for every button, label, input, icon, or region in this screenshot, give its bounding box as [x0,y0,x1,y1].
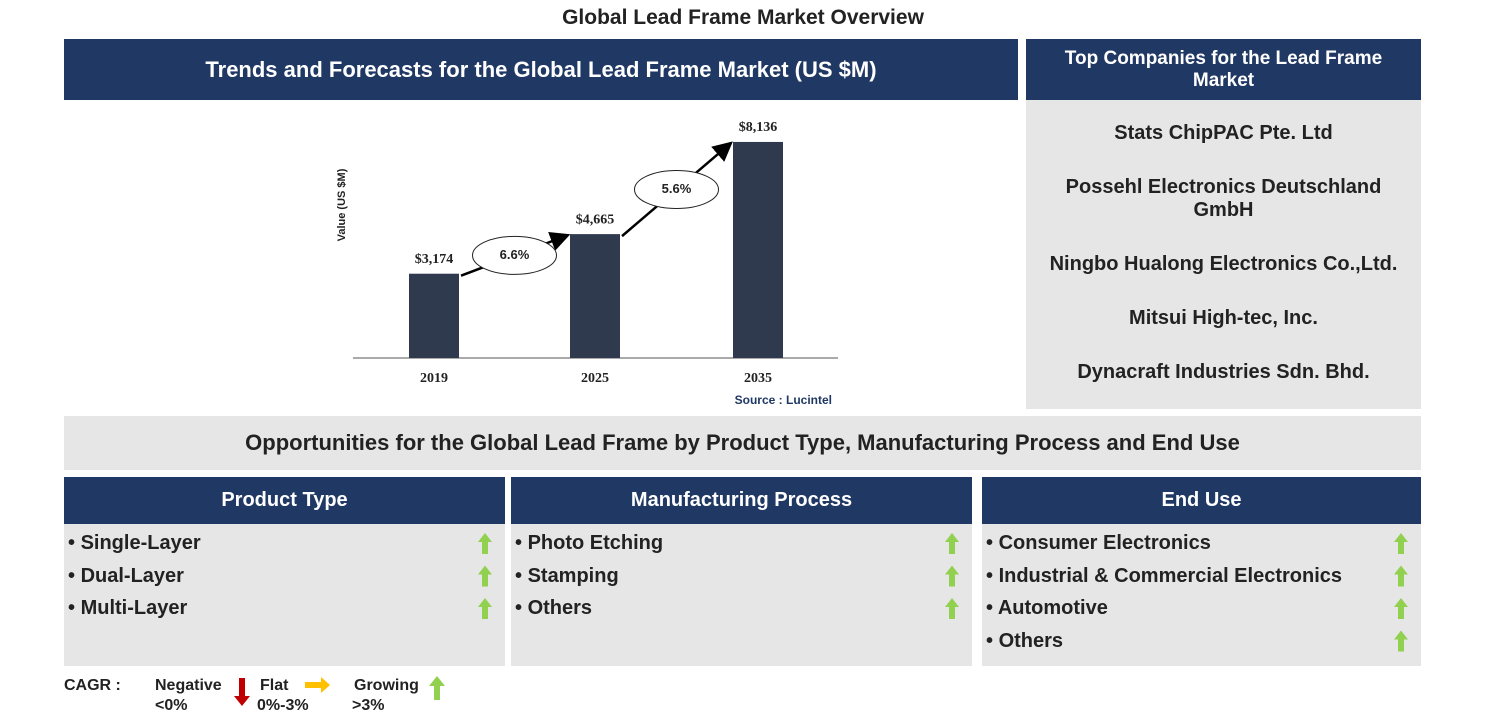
right-arrow [305,677,330,693]
growing-arrow [478,533,492,554]
bullet: • [68,597,81,619]
bullet: • [986,532,999,554]
companies-heading: Top Companies for the Lead Frame Market [1026,39,1421,100]
legend-flat-range: 0%-3% [257,697,309,714]
company-name: Ningbo Hualong Electronics Co.,Ltd. [1049,252,1398,275]
cagr-bubble [634,170,719,210]
cagr-bubble [472,235,557,275]
legend-label: CAGR : [64,677,121,694]
item-text: Automotive [997,597,1108,619]
bullet: • [986,597,998,619]
growing-arrow [1394,598,1408,619]
growing-arrow [945,533,959,554]
up-arrow [429,676,445,700]
company-name: Dynacraft Industries Sdn. Bhd. [1077,360,1370,383]
segment-heading: Product Type [64,477,505,524]
item-text: Others [998,629,1064,652]
legend-negative-range: <0% [155,697,188,714]
segment-body: • Photo Etching • Stamping • Others [511,524,972,666]
growing-arrow [478,598,492,619]
item-text: Consumer Electronics [998,532,1211,554]
segment-item: • Automotive [986,597,1108,620]
growing-arrow [1394,533,1408,554]
source: Source : Lucintel [735,393,832,407]
legend-icons [234,676,445,706]
companies-list: Stats ChipPAC Pte. Ltd Possehl Electronic… [1026,100,1421,409]
segment-heading: Manufacturing Process [511,477,972,524]
bar [409,273,459,358]
company-name: Stats ChipPAC Pte. Ltd [1114,121,1333,144]
growing-arrow [945,565,959,587]
legend-growing-range: >3% [352,697,385,714]
y-axis-label: Value (US $M) [336,168,348,241]
growing-arrow [945,598,959,619]
value-label: $3,174 [415,252,454,267]
segment-item: • Multi-Layer [68,597,187,620]
growing-arrow [478,565,492,587]
segment-item: • Consumer Electronics [986,532,1211,555]
down-arrow [234,678,250,706]
page-title: Global Lead Frame Market Overview [562,6,924,29]
segment-body: • Consumer Electronics • Industrial & Com… [982,524,1421,666]
bullet: • [68,532,81,554]
growing-arrow [1394,565,1408,587]
segment-item: • Others [986,630,1063,653]
segment-item: • Photo Etching [515,532,663,555]
item-text: Multi-Layer [80,597,188,619]
segment-item: • Industrial & Commercial Electronics [986,565,1342,588]
segment-body: • Single-Layer • Dual-Layer • Multi-Layer [64,524,505,666]
bullet: • [515,564,528,587]
item-text: Others [527,597,593,619]
segment-item: • Stamping [515,565,619,588]
legend-flat: Flat [260,677,289,694]
segment-item: • Single-Layer [68,532,201,555]
trend-icons [478,533,492,619]
growing-arrow [1394,630,1408,652]
value-label: $4,665 [576,212,615,227]
bullet: • [986,629,999,652]
legend-growing: Growing [354,677,419,694]
bullet: • [515,597,528,619]
item-text: Stamping [527,564,619,587]
company-name: Mitsui High-tec, Inc. [1129,306,1318,329]
value-label: $8,136 [739,120,778,135]
chart: Value (US $M) Source : Lucintel 2019 $3,1… [336,120,838,407]
legend-negative: Negative [155,677,222,694]
x-tick-label: 2019 [420,371,448,386]
segment-item: • Others [515,597,592,620]
item-text: Single-Layer [80,532,201,554]
trend-icons [945,533,959,619]
cagr-label: 5.6% [662,181,692,196]
trend-icons [1394,533,1408,652]
chart-heading: Trends and Forecasts for the Global Lead… [64,39,1018,100]
bullet: • [986,564,999,587]
cagr-label: 6.6% [500,247,530,262]
company-name: Possehl Electronics Deutschland GmbH [1065,175,1382,221]
segment-heading: End Use [982,477,1421,524]
opportunities-heading: Opportunities for the Global Lead Frame … [64,416,1421,470]
bar [733,141,783,358]
item-text: Dual-Layer [80,564,184,587]
bar [570,234,620,358]
bullet: • [515,532,528,554]
x-tick-label: 2035 [744,371,772,386]
segment-item: • Dual-Layer [68,565,184,588]
item-text: Industrial & Commercial Electronics [998,564,1342,587]
x-tick-label: 2025 [581,371,609,386]
item-text: Photo Etching [527,532,664,554]
bullet: • [68,564,81,587]
